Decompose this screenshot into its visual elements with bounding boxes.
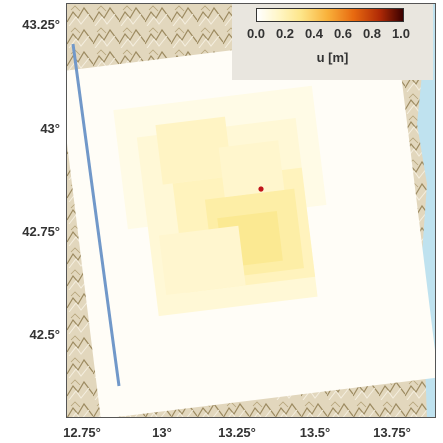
lat-label-42-75: 42.75° xyxy=(22,224,60,239)
map-canvas[interactable] xyxy=(66,3,436,418)
lat-label-43-25: 43.25° xyxy=(22,17,60,32)
colorbar-tick-2: 0.4 xyxy=(304,26,324,41)
lat-label-43: 43° xyxy=(40,121,60,136)
colorbar-tick-4: 0.8 xyxy=(362,26,382,41)
lon-label-13-5: 13.5° xyxy=(299,425,331,440)
epicenter-marker xyxy=(258,186,264,192)
lat-label-42-5: 42.5° xyxy=(29,327,60,342)
map-svg xyxy=(67,4,435,417)
adriatic-sea xyxy=(417,4,435,417)
colorbar-tick-1: 0.2 xyxy=(275,26,295,41)
colorbar-tick-5: 1.0 xyxy=(391,26,411,41)
colorbar-tick-0: 0.0 xyxy=(246,26,266,41)
colorbar xyxy=(256,8,404,22)
displacement-field xyxy=(67,30,435,417)
satellite-track-line xyxy=(71,43,121,387)
colorbar-tick-3: 0.6 xyxy=(333,26,353,41)
lon-label-13: 13° xyxy=(152,425,172,440)
colorbar-title: u [m] xyxy=(316,50,349,65)
colorbar-legend: 0.0 0.2 0.4 0.6 0.8 1.0 u [m] xyxy=(232,4,433,80)
lon-label-13-75: 13.75° xyxy=(373,425,411,440)
lon-label-13-25: 13.25° xyxy=(218,425,256,440)
lon-label-12-75: 12.75° xyxy=(63,425,101,440)
